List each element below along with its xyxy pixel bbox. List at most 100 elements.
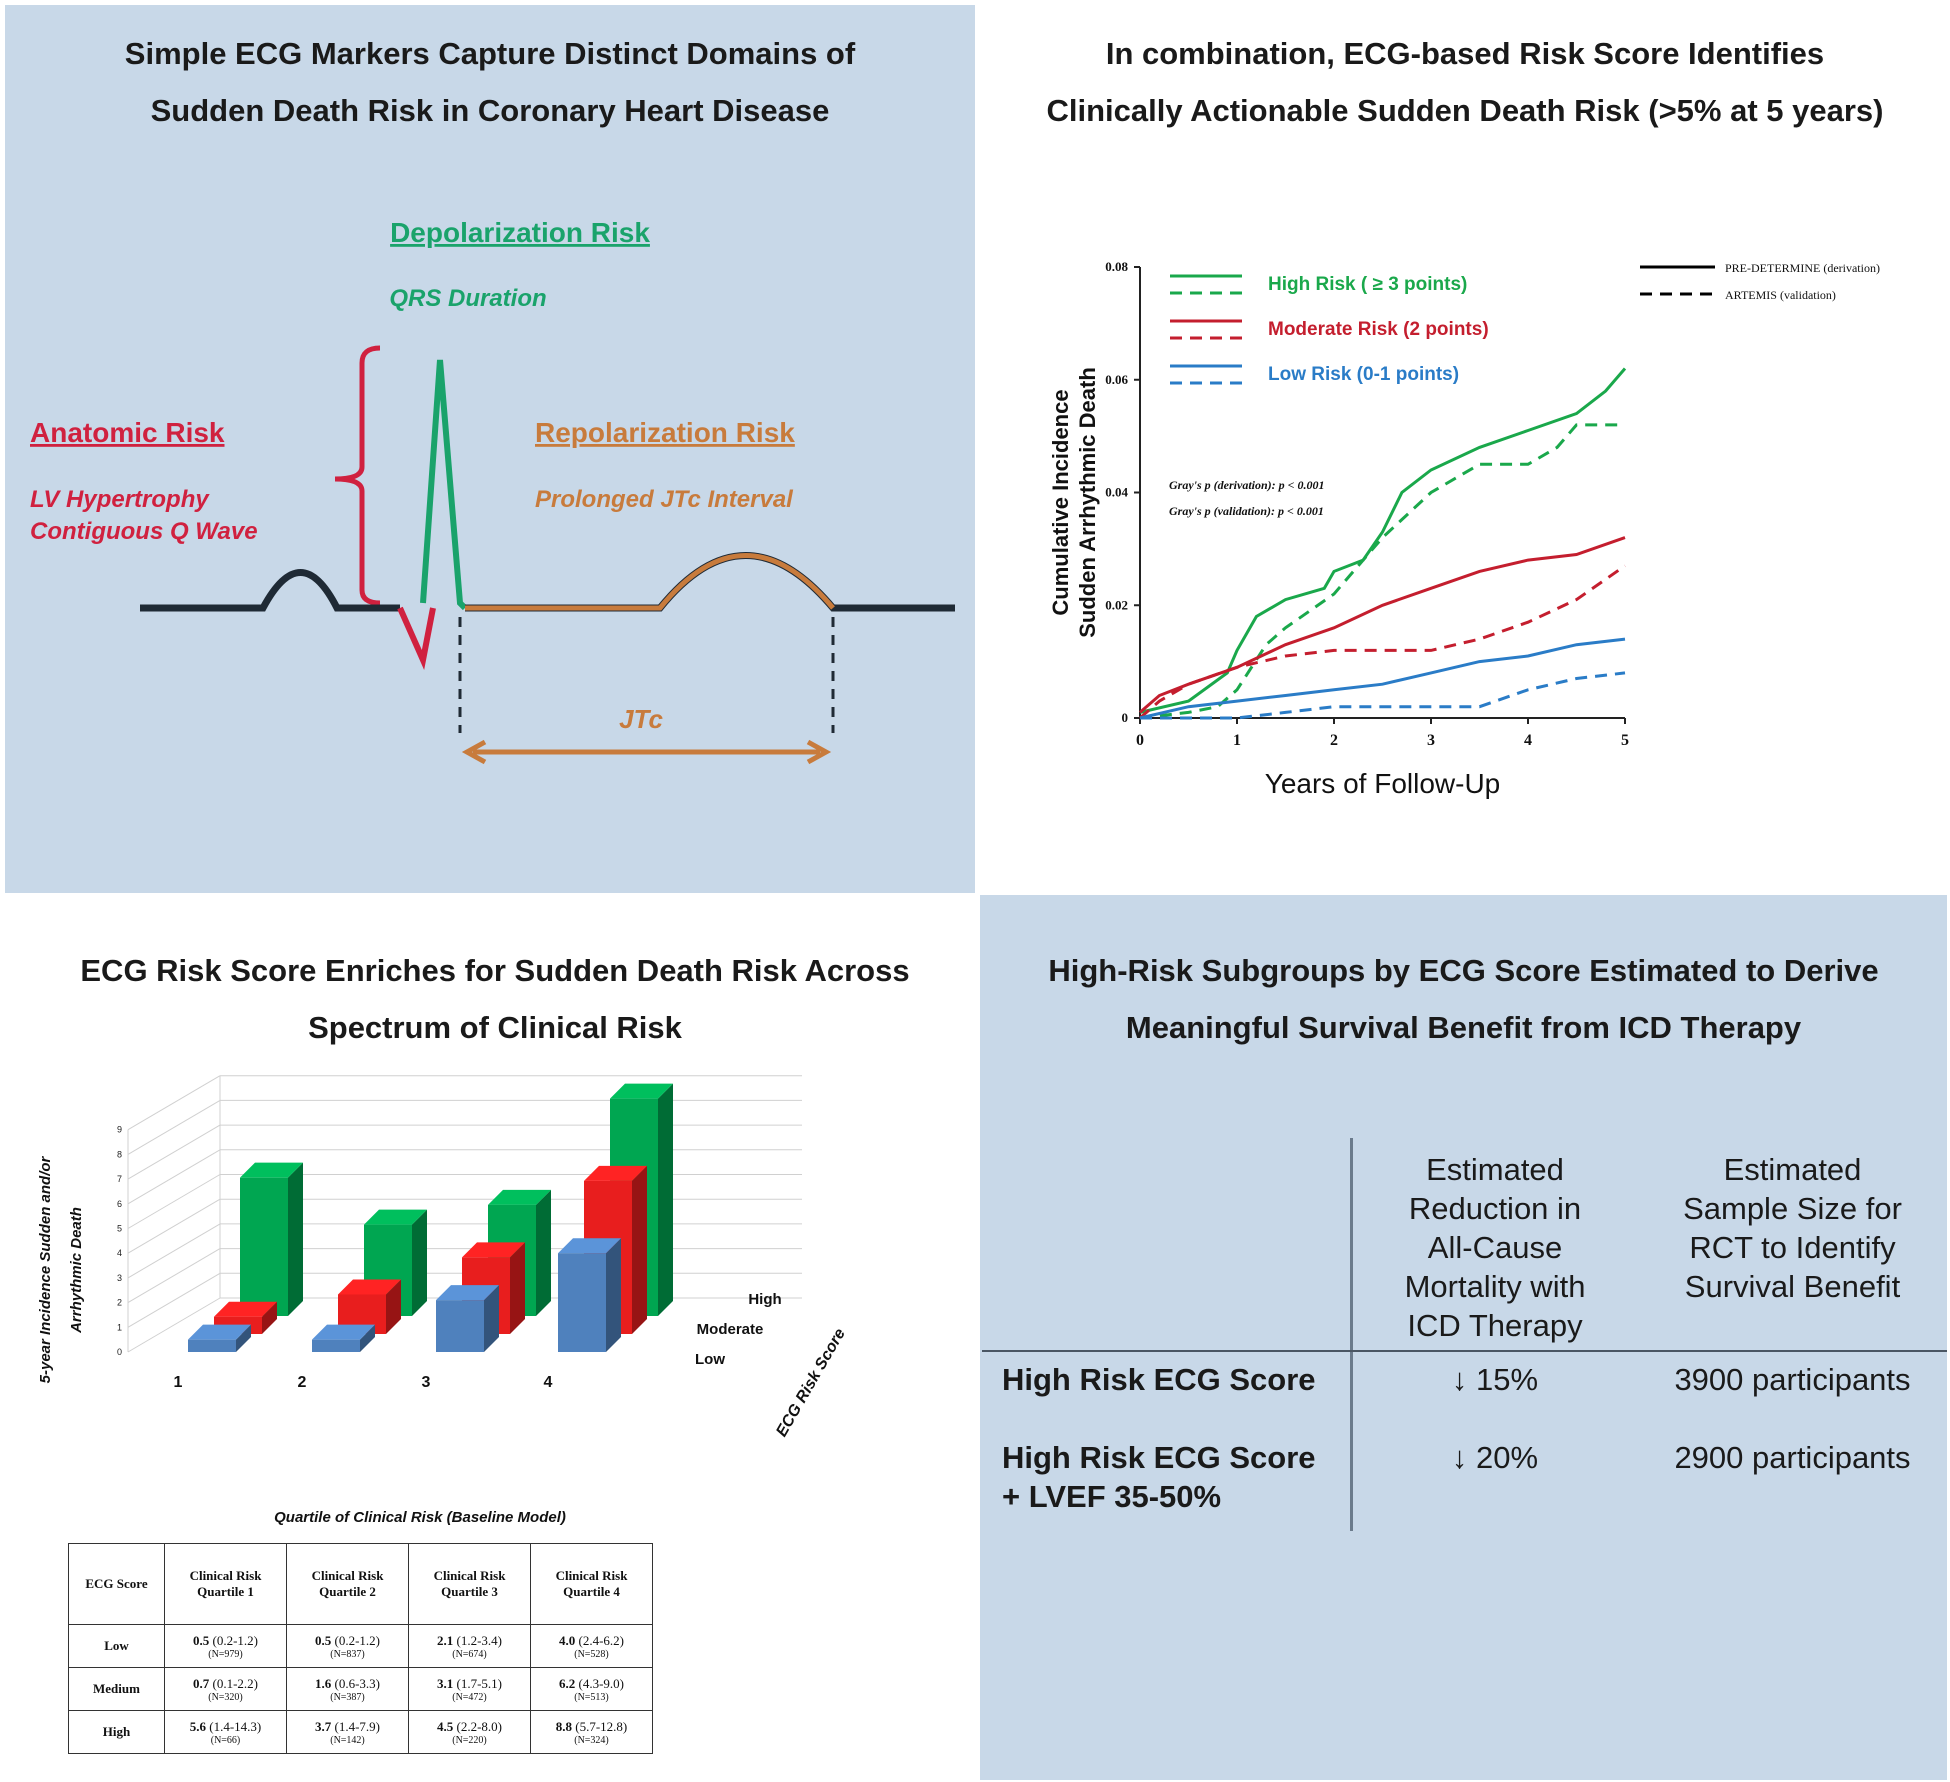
table-horizontal-divider <box>982 1350 1947 1352</box>
panel2-title-line1: In combination, ECG-based Risk Score Ide… <box>1105 36 1825 71</box>
bar-y-tick: 2 <box>117 1298 122 1308</box>
table-cell: 3.1 (1.7-5.1) (N=472) <box>408 1667 531 1711</box>
col-sample-header-line: Sample Size for <box>1683 1191 1902 1226</box>
x-tick-label: 3 <box>1427 732 1435 749</box>
legend-style-label: PRE-DETERMINE (derivation) <box>1725 261 1880 275</box>
ecg-markers-panel: Simple ECG Markers Capture Distinct Doma… <box>5 5 975 893</box>
col-reduction-header-line: Mortality with <box>1404 1269 1586 1304</box>
table-header-cell: Clinical Risk Quartile 2 <box>286 1543 409 1625</box>
bar-category-label: 1 <box>174 1374 183 1391</box>
row1-reduction: ↓ 15% <box>1451 1362 1539 1397</box>
y-axis-title-line2: Sudden Arrhythmic Death <box>1075 367 1100 638</box>
row2-reduction: ↓ 20% <box>1451 1440 1539 1475</box>
table-row: Medium 0.7 (0.1-2.2) (N=320) 1.6 (0.6-3.3)(… <box>68 1667 653 1711</box>
row1-label: High Risk ECG Score <box>1002 1362 1316 1397</box>
table-cell: 0.5 (0.2-1.2) (N=837) <box>286 1624 409 1668</box>
cumulative-incidence-chart: 0 0.02 0.04 0.06 0.08 0 1 2 3 4 5 Years of Follow-U… <box>1048 259 1880 799</box>
bar-y-tick: 8 <box>117 1149 122 1159</box>
depth-axis-title: ECG Risk Score <box>773 1326 849 1440</box>
stat-line-1: Gray's p (derivation): p < 0.001 <box>1169 478 1325 492</box>
col-reduction-header: Estimated Reduction in All-Cause Mortality … <box>1355 1150 1635 1345</box>
bar-y-tick: 6 <box>117 1199 122 1209</box>
ecg-qrs-complex <box>420 359 468 611</box>
col-reduction-header-line: All-Cause <box>1427 1230 1563 1265</box>
depolarization-marker: QRS Duration <box>389 285 546 312</box>
table-header-cell: Clinical Risk Quartile 4 <box>530 1543 653 1625</box>
series-line-2 <box>1139 536 1626 714</box>
risk-enrichment-panel: ECG Risk Score Enriches for Sudden Death… <box>10 895 980 1780</box>
jtc-label: JTc <box>619 704 663 734</box>
col-sample-header: Estimated Sample Size for RCT to Identify S… <box>1640 1150 1945 1306</box>
table-row-label: Medium <box>68 1667 165 1711</box>
legend-label: Moderate Risk (2 points) <box>1268 319 1489 340</box>
bar-y-tick: 9 <box>117 1125 122 1135</box>
table-row-label: High <box>68 1710 165 1754</box>
table-cell: 6.2 (4.3-9.0) (N=513) <box>530 1667 653 1711</box>
anatomic-marker-2: Contiguous Q Wave <box>30 518 258 545</box>
bar-y-tick: 1 <box>117 1322 122 1332</box>
depth-label-low: Low <box>695 1351 725 1368</box>
table-cell: 4.0 (2.4-6.2) (N=528) <box>530 1624 653 1668</box>
table-header-cell: ECG Score <box>68 1543 165 1625</box>
y-tick-label: 0.04 <box>1105 485 1128 500</box>
row1-sample: 3900 participants <box>1674 1362 1911 1397</box>
bar-low-q1 <box>188 1324 251 1352</box>
repolarization-marker: Prolonged JTc Interval <box>535 486 794 513</box>
bar-category-label: 4 <box>544 1374 553 1391</box>
bar3d-chart: 0 1 2 3 4 5 6 7 8 9 1 2 3 4 Low Moderate High 5-year In… <box>37 1075 849 1526</box>
bar-xlabel: Quartile of Clinical Risk (Baseline Mode… <box>274 1509 566 1526</box>
col-sample-header-line: Estimated <box>1723 1152 1862 1187</box>
anatomic-brace <box>334 345 381 606</box>
col-sample-header-line: Survival Benefit <box>1684 1269 1901 1304</box>
table-row: High 5.6 (1.4-14.3) (N=66) 3.7 (1.4-7.9) (N=… <box>68 1710 653 1754</box>
bar-high-q1 <box>240 1162 303 1316</box>
cumulative-incidence-panel: In combination, ECG-based Risk Score Ide… <box>980 5 1950 893</box>
bar-y-tick: 3 <box>117 1273 122 1283</box>
bar-low-q4 <box>558 1238 621 1352</box>
x-tick-label: 4 <box>1524 732 1532 749</box>
table-cell: 0.7 (0.1-2.2) (N=320) <box>164 1667 287 1711</box>
row2-label-line2: + LVEF 35-50% <box>1002 1479 1222 1514</box>
icd-benefit-panel: High-Risk Subgroups by ECG Score Estimat… <box>980 895 1947 1780</box>
row2-sample: 2900 participants <box>1674 1440 1911 1475</box>
bar-ylabel-1: 5-year Incidence Sudden and/or <box>37 1155 54 1383</box>
series-line-0 <box>1139 367 1627 714</box>
table-cell: 2.1 (1.2-3.4) (N=674) <box>408 1624 531 1668</box>
legend-label: High Risk ( ≥ 3 points) <box>1268 274 1467 295</box>
bar-y-tick: 0 <box>117 1347 122 1357</box>
x-tick-label: 1 <box>1233 732 1241 749</box>
x-tick-label: 5 <box>1621 732 1629 749</box>
y-tick-label: 0.08 <box>1105 259 1128 274</box>
panel4-title-line1: High-Risk Subgroups by ECG Score Estimat… <box>1048 953 1879 988</box>
table-cell: 0.5 (0.2-1.2) (N=979) <box>164 1624 287 1668</box>
repolarization-heading: Repolarization Risk <box>535 417 795 448</box>
col-reduction-header-line: Reduction in <box>1408 1191 1582 1226</box>
table-header-cell: Clinical Risk Quartile 1 <box>164 1543 287 1625</box>
panel4-title-line2: Meaningful Survival Benefit from ICD The… <box>1125 1010 1802 1045</box>
bar-y-tick: 4 <box>117 1248 122 1258</box>
depolarization-heading: Depolarization Risk <box>390 217 650 248</box>
table-header-cell: Clinical Risk Quartile 3 <box>408 1543 531 1625</box>
series-line-1 <box>1139 423 1625 720</box>
x-tick-label: 2 <box>1330 732 1338 749</box>
panel1-title-line2: Sudden Death Risk in Coronary Heart Dise… <box>150 93 830 128</box>
panel3-title-line2: Spectrum of Clinical Risk <box>308 1010 682 1045</box>
incidence-table: ECG Score Clinical Risk Quartile 1 Clini… <box>68 1543 653 1754</box>
depth-label-high: High <box>748 1291 781 1308</box>
table-row-label: Low <box>68 1624 165 1668</box>
anatomic-heading: Anatomic Risk <box>30 417 225 448</box>
x-tick-label: 0 <box>1136 732 1144 749</box>
bar-low-q3 <box>436 1285 499 1352</box>
legend-style-label: ARTEMIS (validation) <box>1725 288 1836 302</box>
series-line-3 <box>1139 564 1626 720</box>
y-axis-title-line1: Cumulative Incidence <box>1048 389 1073 615</box>
table-cell: 4.5 (2.2-8.0) (N=220) <box>408 1710 531 1754</box>
bar-ylabel-2: Arrhythmic Death <box>68 1207 85 1334</box>
y-tick-label: 0.06 <box>1105 372 1128 387</box>
table-vertical-divider <box>1350 1138 1353 1531</box>
stat-line-2: Gray's p (validation): p < 0.001 <box>1169 504 1324 518</box>
col-reduction-header-line: ICD Therapy <box>1407 1308 1583 1343</box>
ecg-p-wave <box>140 569 400 612</box>
bar-y-tick: 7 <box>117 1174 122 1184</box>
ecg-jtc-segment <box>465 553 835 611</box>
